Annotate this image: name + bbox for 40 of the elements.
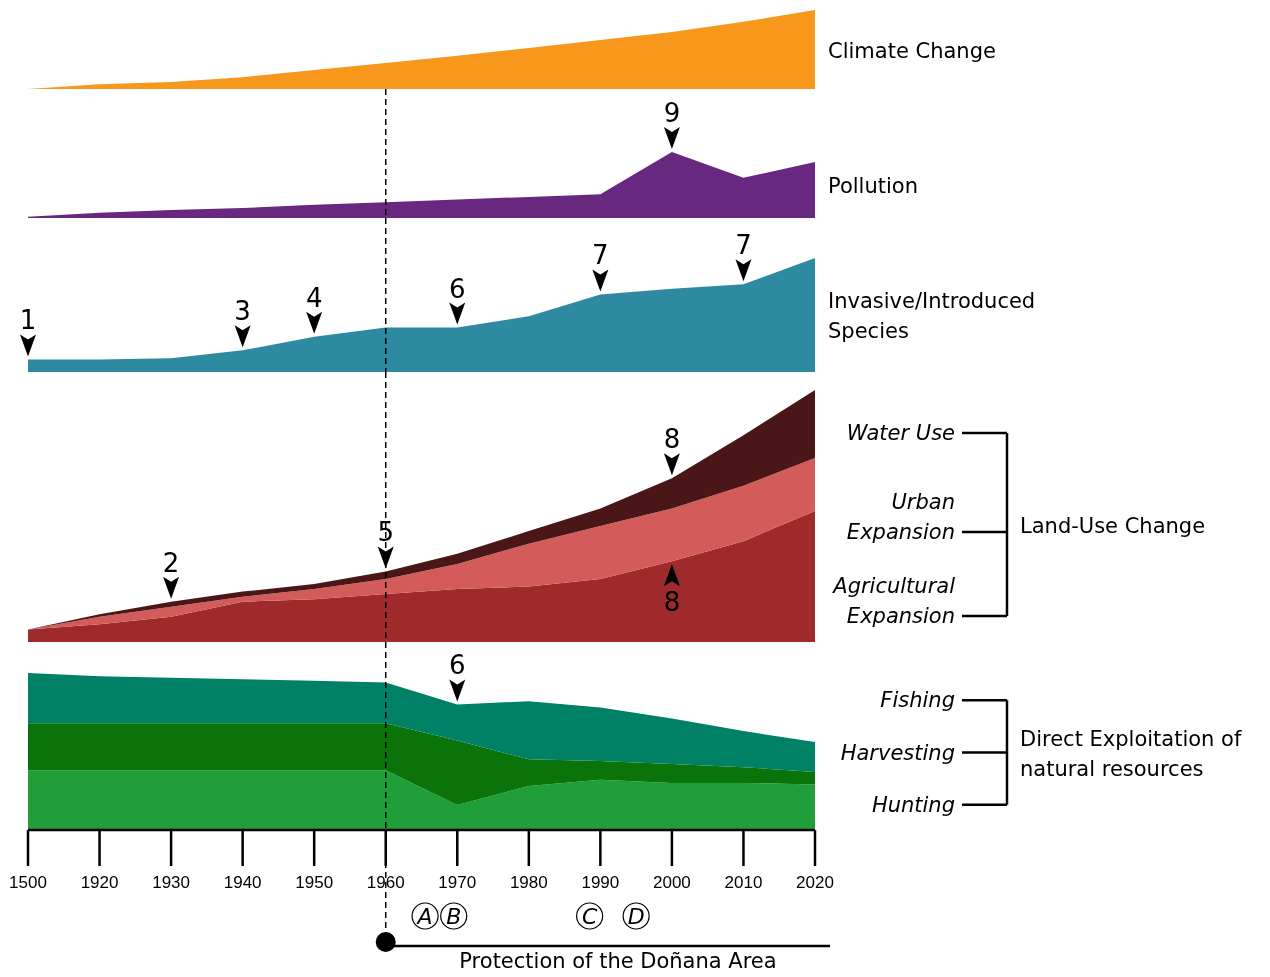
x-tick-label: 1980 [509, 873, 548, 892]
series-label: Invasive/Introduced Species [828, 289, 1036, 343]
annotation: 7 [592, 240, 609, 271]
x-tick-label: 1920 [80, 873, 119, 892]
x-tick-label: 2000 [653, 873, 691, 892]
series-label: Harvesting [840, 740, 955, 765]
annotation: 6 [449, 650, 466, 681]
text: C [581, 904, 598, 929]
x-tick-label: 1500 [9, 873, 47, 892]
text: A [415, 904, 433, 929]
legend-title: Land-Use Change [1020, 513, 1206, 538]
series-label: Pollution [828, 174, 918, 198]
annotation: 9 [663, 98, 681, 128]
x-tick-label: 1930 [152, 873, 190, 892]
series-label: Climate Change [828, 38, 996, 63]
x-tick-label: 1990 [581, 873, 620, 892]
annotation: 5 [377, 517, 394, 548]
text: D [627, 904, 645, 929]
x-tick-label: 1970 [438, 873, 477, 892]
annotation: 3 [234, 296, 251, 327]
annotation: 4 [305, 282, 323, 313]
series-label: Water Use [846, 421, 955, 445]
x-tick-label: 1950 [295, 873, 334, 892]
series-label: Urban Expansion [846, 490, 955, 544]
annotation: 7 [735, 230, 752, 261]
x-tick-label: 2020 [796, 873, 834, 892]
annotation: 1 [19, 305, 37, 336]
text: Fishing [880, 688, 955, 713]
annotation: 8 [663, 424, 681, 455]
annotation: 8 [663, 587, 681, 618]
series-label: Agricultural Expansion [831, 574, 956, 628]
x-tick-label: 1940 [223, 873, 262, 892]
annotation: 2 [162, 547, 180, 578]
text: Hunting [871, 792, 955, 817]
x-tick-label: 1960 [366, 873, 405, 892]
annotation: 6 [449, 273, 466, 304]
legend-title: Direct Exploitation of natural resources [1020, 726, 1242, 781]
text: B [446, 904, 462, 929]
x-tick-label: 2010 [724, 873, 763, 892]
text: Protection of the Doñana Area [459, 949, 777, 973]
